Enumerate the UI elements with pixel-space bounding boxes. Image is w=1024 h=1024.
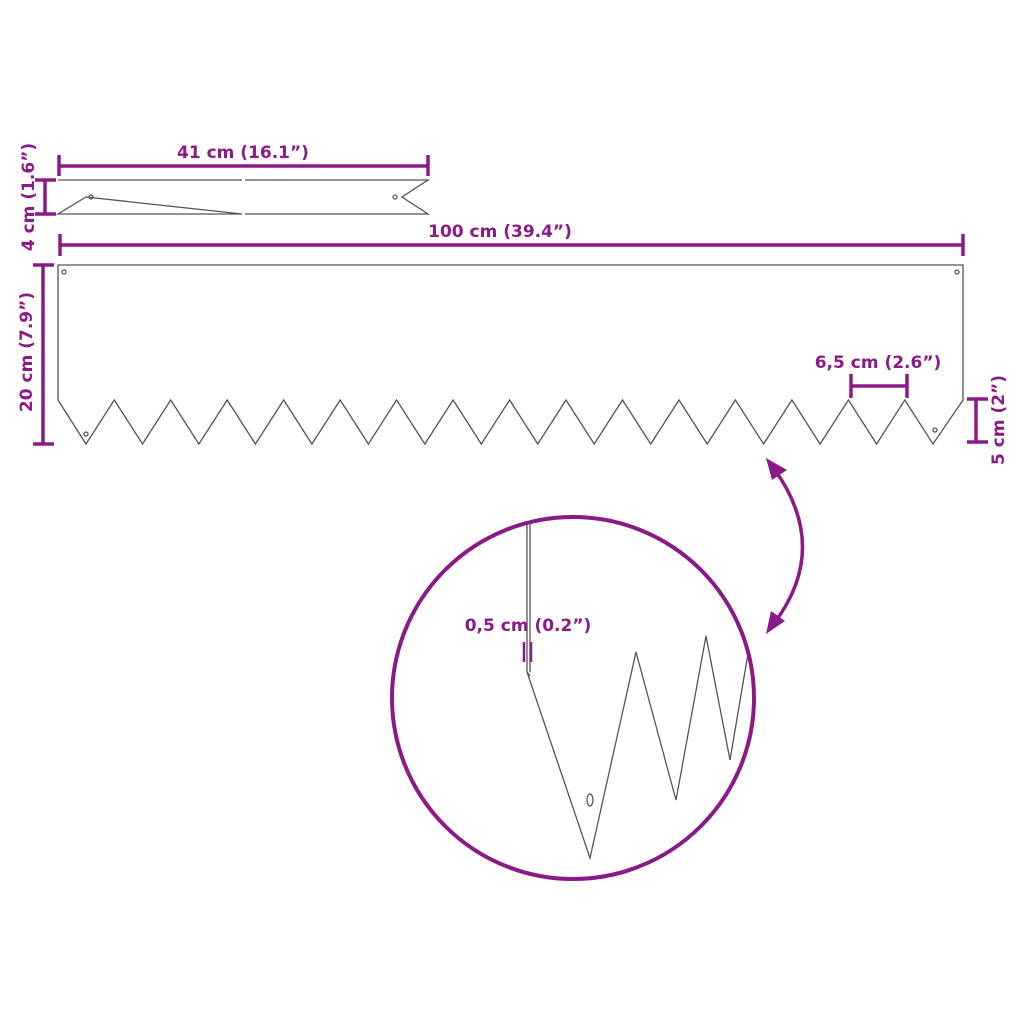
- panel-height-dimension: 20 cm (7.9”): [17, 263, 54, 446]
- tooth-pitch-label: 6,5 cm (2.6”): [815, 353, 942, 373]
- panel-length-dimension: 100 cm (39.4”): [58, 222, 965, 256]
- zoom-arrow: [766, 458, 805, 634]
- panel-height-label: 20 cm (7.9”): [17, 292, 37, 412]
- stake-length-dimension: 41 cm (16.1”): [57, 143, 430, 176]
- thickness-dimension: 0,5 cm (0.2”): [465, 616, 592, 662]
- stake-width-label: 4 cm (1.6”): [19, 143, 39, 251]
- stake-width-dimension: 4 cm (1.6”): [19, 143, 56, 251]
- tooth-depth-dimension: 5 cm (2”): [967, 375, 1009, 465]
- panel-length-label: 100 cm (39.4”): [428, 222, 572, 242]
- panel-part: [57, 264, 964, 446]
- tooth-pitch-dimension: 6,5 cm (2.6”): [815, 353, 942, 398]
- stake-part: [55, 179, 431, 215]
- detail-zoom-circle: [390, 515, 756, 881]
- thickness-label: 0,5 cm (0.2”): [465, 616, 592, 636]
- tooth-depth-label: 5 cm (2”): [989, 375, 1009, 465]
- stake-length-label: 41 cm (16.1”): [177, 143, 309, 163]
